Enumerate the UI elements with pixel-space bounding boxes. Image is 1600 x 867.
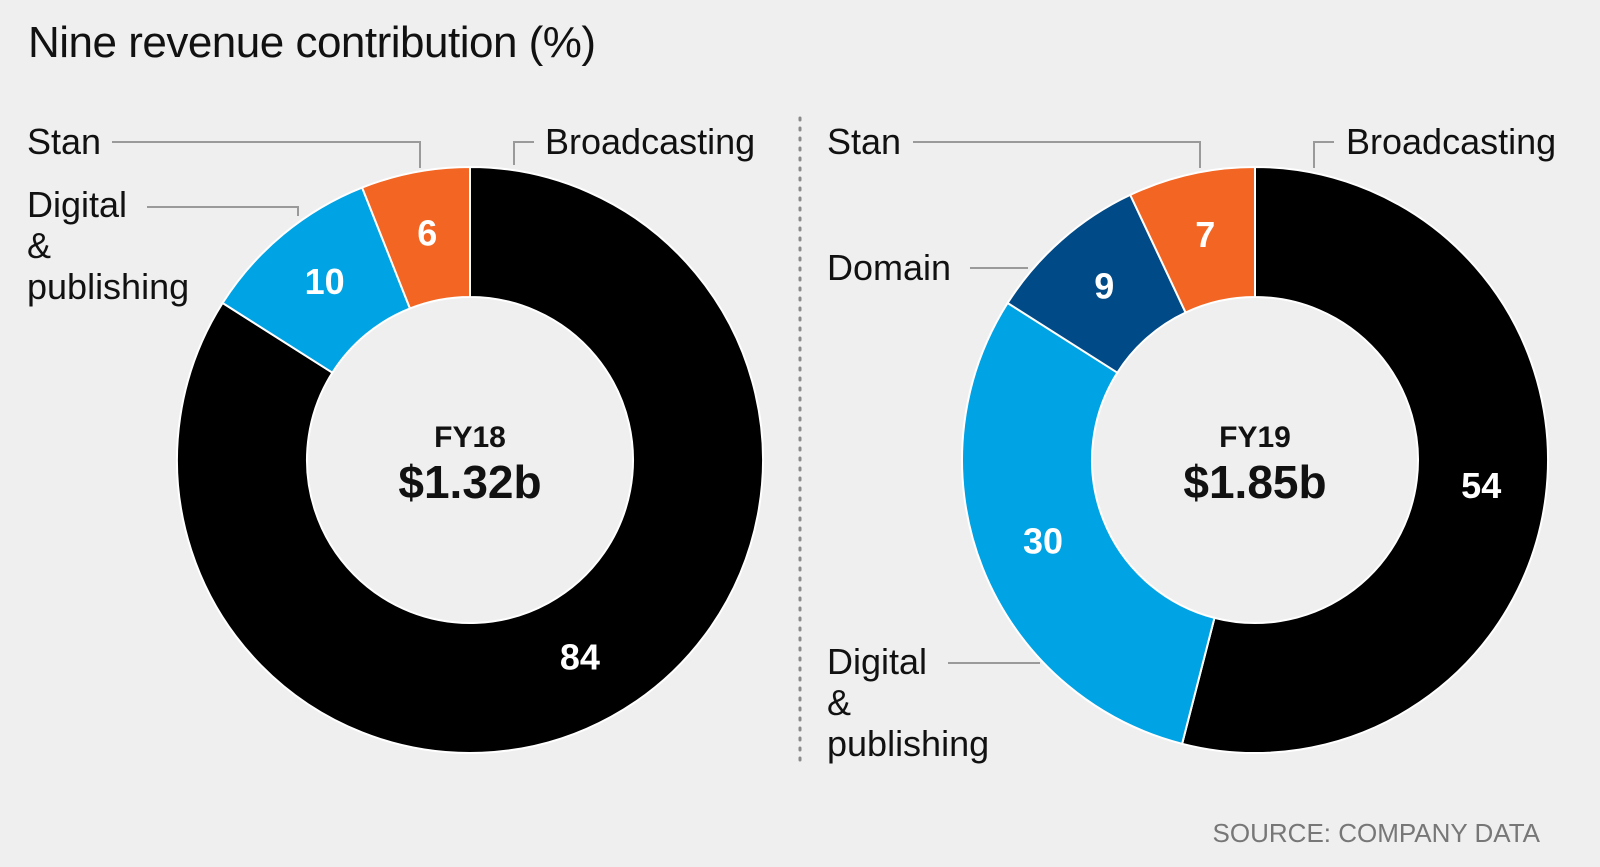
value-label-digital-publishing-fy19: 30 [1023, 520, 1063, 561]
label-digital-fy18-line3: publishing [27, 266, 189, 307]
value-label-broadcasting-fy18: 84 [560, 636, 600, 677]
label-digital-fy18: Digital & publishing [27, 184, 189, 307]
slice-broadcasting-fy18 [176, 165, 764, 754]
value-label-broadcasting-fy19: 54 [1461, 465, 1501, 506]
value-label-stan-fy19: 7 [1195, 214, 1215, 255]
label-digital-fy19-line1: Digital [827, 641, 927, 682]
label-digital-fy19-line3: publishing [827, 723, 989, 764]
label-broadcasting-fy19: Broadcasting [1346, 121, 1556, 162]
center-total-fy19: $1.85b [1183, 456, 1326, 508]
slice-stan-fy19 [1128, 165, 1256, 314]
value-label-domain-fy19: 9 [1094, 265, 1114, 306]
slice-broadcasting-fy19 [1180, 165, 1549, 754]
donut-fy19: 54 30 9 7 [961, 165, 1549, 754]
value-label-stan-fy18: 6 [417, 213, 437, 254]
label-digital-fy18-line1: Digital [27, 184, 127, 225]
chart-title: Nine revenue contribution (%) [28, 18, 596, 67]
leader-stan-fy18 [112, 141, 421, 168]
value-label-digital-publishing-fy18: 10 [305, 261, 345, 302]
label-stan-fy18: Stan [27, 121, 101, 162]
label-digital-fy19-line2: & [827, 682, 851, 723]
leader-digital-fy18 [147, 206, 299, 216]
slice-digital-publishing-fy19 [961, 301, 1216, 746]
leader-broadcasting-fy19 [1313, 141, 1334, 168]
label-stan-fy19: Stan [827, 121, 901, 162]
label-domain-fy19: Domain [827, 247, 951, 288]
slice-stan-fy18 [360, 165, 471, 310]
label-digital-fy18-line2: & [27, 225, 51, 266]
center-period-fy19: FY19 [1219, 421, 1291, 454]
center-period-fy18: FY18 [434, 421, 506, 454]
center-total-fy18: $1.32b [398, 456, 541, 508]
label-broadcasting-fy18: Broadcasting [545, 121, 755, 162]
donut-fy18: 84 10 6 [176, 165, 764, 754]
label-digital-fy19: Digital & publishing [827, 641, 989, 764]
leader-stan-fy19 [913, 141, 1201, 168]
source-note: SOURCE: COMPANY DATA [1212, 818, 1540, 848]
leader-broadcasting-fy18 [513, 141, 534, 165]
